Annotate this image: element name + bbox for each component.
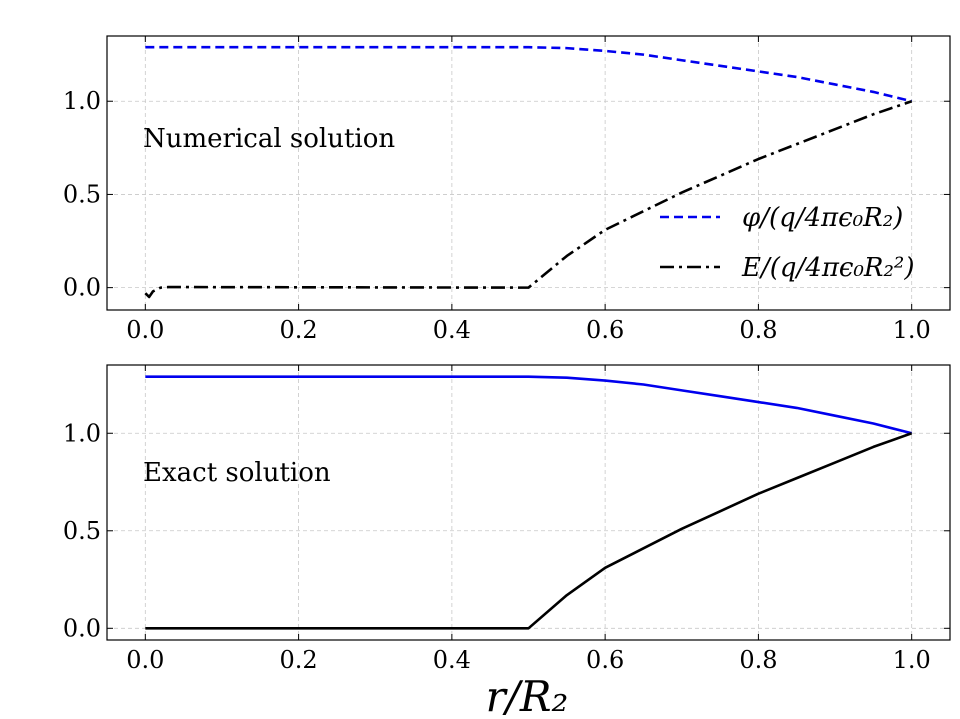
axes-frame bbox=[106, 364, 951, 641]
bottom-panel: 0.0 0.2 0.4 0.6 0.8 1.0 0.0 0.5 1.0 Exact solutio… bbox=[63, 364, 951, 674]
y-tick-label: 0.0 bbox=[63, 274, 101, 302]
panel-annotation: Numerical solution bbox=[143, 124, 395, 154]
legend: φ/(q/4πϵ₀R₂) E/(q/4πϵ₀R₂²) bbox=[660, 203, 914, 283]
x-tick-label: 0.2 bbox=[280, 316, 318, 344]
y-tick-label: 0.5 bbox=[63, 517, 101, 545]
x-tick-label: 0.2 bbox=[280, 646, 318, 674]
x-tick-label: 0.4 bbox=[433, 646, 471, 674]
x-tick-label: 0.0 bbox=[126, 646, 164, 674]
potential-line bbox=[145, 375, 913, 435]
x-tick-label: 0.0 bbox=[126, 316, 164, 344]
y-tick-label: 1.0 bbox=[63, 87, 101, 115]
x-tick-label: 0.4 bbox=[433, 316, 471, 344]
y-tick-label: 0.0 bbox=[63, 614, 101, 642]
top-panel: 0.0 0.2 0.4 0.6 0.8 1.0 0.0 0.5 1.0 Numerical sol… bbox=[63, 35, 951, 344]
y-tick-label: 1.0 bbox=[63, 419, 101, 447]
x-tick-label: 1.0 bbox=[893, 646, 931, 674]
x-tick-label: 0.6 bbox=[586, 646, 624, 674]
x-tick-label: 0.8 bbox=[739, 646, 777, 674]
y-tick-label: 0.5 bbox=[63, 180, 101, 208]
x-axis-label: r/R₂ bbox=[486, 672, 569, 719]
legend-label: E/(q/4πϵ₀R₂²) bbox=[741, 253, 914, 283]
field-line bbox=[145, 432, 913, 630]
axes-frame bbox=[106, 35, 951, 311]
x-tick-label: 0.8 bbox=[739, 316, 777, 344]
x-tick-label: 1.0 bbox=[893, 316, 931, 344]
x-tick-label: 0.6 bbox=[586, 316, 624, 344]
potential-line bbox=[145, 45, 912, 103]
legend-label: φ/(q/4πϵ₀R₂) bbox=[742, 203, 903, 233]
panel-annotation: Exact solution bbox=[143, 458, 331, 488]
field-line bbox=[144, 100, 913, 299]
